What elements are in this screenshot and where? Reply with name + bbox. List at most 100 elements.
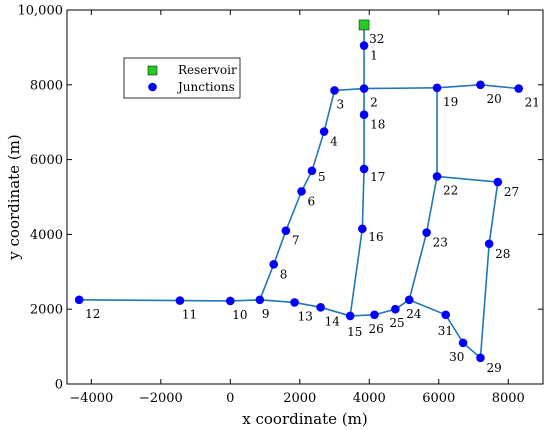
legend: Reservoir Junctions [123, 57, 241, 99]
nodes-layer [74, 19, 523, 363]
junction-node-10 [225, 296, 235, 306]
node-label-1: 1 [370, 49, 378, 63]
node-label-27: 27 [504, 185, 519, 199]
plot-area-frame [66, 9, 544, 385]
pipe-28-29 [479, 243, 490, 358]
junction-node-11 [175, 296, 185, 305]
pipe-6-7 [285, 191, 303, 231]
y-tick-label: 2000 [30, 303, 63, 318]
node-label-11: 11 [182, 308, 197, 322]
node-label-13: 13 [298, 309, 313, 323]
junction-node-24 [404, 295, 414, 305]
junction-node-9 [255, 295, 265, 305]
legend-box [123, 57, 241, 99]
y-tick-label: 4000 [30, 228, 63, 243]
x-tick-label: −4000 [69, 391, 113, 406]
x-tick-label: 6000 [422, 391, 455, 406]
junction-node-13 [290, 298, 299, 307]
node-label-7: 7 [292, 234, 300, 248]
x-tick-label: −2000 [139, 391, 183, 406]
pipe-13-14 [294, 301, 321, 309]
junction-node-17 [359, 164, 369, 174]
node-label-15: 15 [347, 325, 362, 339]
node-label-31: 31 [438, 324, 453, 338]
junction-node-26 [370, 310, 379, 320]
pipe-8-9 [259, 264, 275, 301]
junction-node-4 [319, 127, 329, 136]
junction-node-31 [441, 310, 451, 320]
pipe-2-3 [334, 87, 365, 92]
pipe-19-20 [436, 84, 481, 89]
pipe-3-4 [323, 90, 336, 132]
legend-reservoir-label: Reservoir [178, 63, 237, 77]
node-label-14: 14 [325, 314, 341, 328]
pipe-7-8 [272, 230, 287, 265]
node-label-30: 30 [449, 350, 464, 364]
junction-node-29 [476, 353, 485, 363]
node-label-20: 20 [486, 92, 501, 106]
legend-reservoir-marker [147, 65, 158, 76]
legend-junctions-marker [148, 82, 157, 92]
pipe-27-28 [488, 181, 499, 244]
x-tick-label: 0 [226, 391, 234, 406]
junction-node-22 [432, 172, 442, 181]
junction-node-3 [330, 86, 339, 95]
junction-node-5 [307, 166, 317, 176]
junction-node-20 [476, 80, 485, 90]
junction-node-19 [432, 83, 442, 93]
junction-node-18 [359, 110, 369, 120]
x-tick-label: 2000 [283, 391, 316, 406]
pipe-2-19 [364, 86, 438, 90]
node-label-32: 32 [369, 32, 384, 46]
node-label-12: 12 [85, 307, 100, 321]
junction-node-8 [269, 260, 279, 269]
junction-node-27 [493, 177, 503, 187]
pipe-23-22 [425, 176, 438, 233]
y-tick-label: 6000 [30, 153, 63, 168]
node-label-25: 25 [389, 316, 404, 330]
node-label-28: 28 [495, 247, 510, 261]
pipe-30-31 [445, 314, 464, 344]
node-label-29: 29 [486, 361, 501, 375]
node-label-21: 21 [525, 96, 540, 110]
pipe-20-21 [480, 84, 519, 90]
y-tick-label: 10,000 [18, 4, 64, 19]
x-tick-label: 4000 [353, 391, 386, 406]
pipe-24-23 [408, 232, 428, 301]
pipe-15-16 [349, 228, 364, 317]
junction-node-30 [458, 338, 468, 348]
junction-node-25 [391, 304, 400, 314]
node-label-18: 18 [370, 118, 385, 132]
junction-node-14 [316, 303, 325, 312]
y-axis-label: y coordinate (m) [5, 134, 23, 260]
legend-junctions-label: Junctions [176, 80, 235, 94]
node-label-19: 19 [443, 95, 458, 109]
pipe-9-13 [259, 299, 295, 304]
node-label-17: 17 [370, 170, 385, 184]
reservoir-node-32 [358, 19, 370, 31]
junction-node-15 [345, 311, 355, 321]
node-label-6: 6 [308, 194, 316, 208]
junction-node-1 [359, 41, 369, 50]
node-label-26: 26 [368, 322, 383, 336]
junction-node-21 [514, 84, 523, 93]
junction-node-28 [484, 239, 494, 249]
pipe-22-27 [436, 175, 498, 183]
pipe-16-17 [361, 168, 365, 229]
axis-ticks: −4000 −2000 0 2000 4000 6000 8000 0 2000 4000 6000… [18, 4, 543, 406]
node-label-10: 10 [232, 308, 247, 322]
y-tick-label: 8000 [30, 78, 63, 93]
node-label-24: 24 [406, 307, 422, 321]
node-label-9: 9 [262, 307, 270, 321]
pipe-14-15 [320, 306, 351, 317]
node-label-5: 5 [318, 170, 326, 184]
node-label-22: 22 [443, 183, 458, 197]
pipe-31-24 [408, 299, 447, 316]
x-tick-label: 8000 [492, 391, 525, 406]
pipe-11-12 [79, 299, 180, 302]
node-label-2: 2 [370, 96, 378, 110]
x-axis-label: x coordinate (m) [242, 410, 367, 428]
junction-node-6 [297, 187, 306, 196]
node-label-23: 23 [433, 236, 448, 250]
